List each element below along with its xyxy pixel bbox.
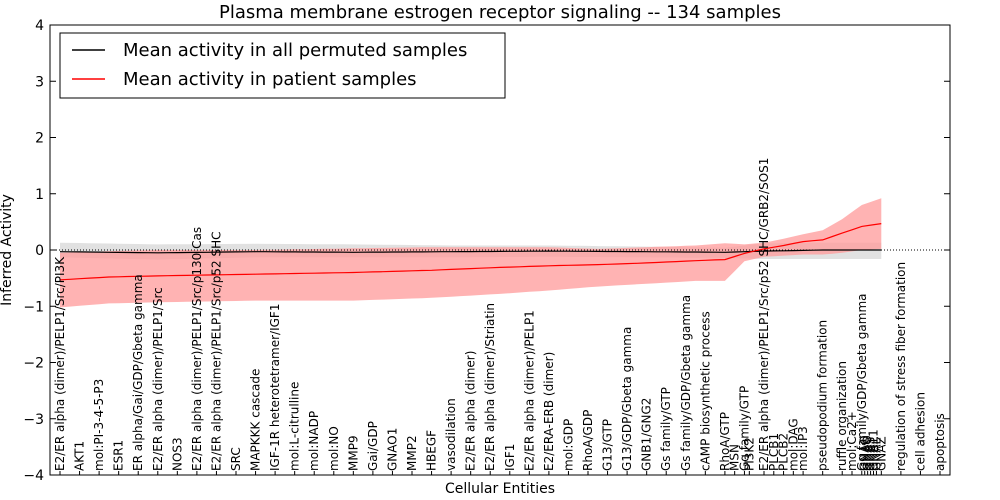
y-tick-label: 0 [35, 243, 44, 259]
category-label: Gs family/GDP/Gbeta gamma [679, 295, 693, 471]
category-label: Gs family/GTP [659, 387, 673, 471]
y-tick-label: 1 [35, 187, 44, 203]
category-label: NOS3 [170, 437, 184, 471]
category-label: MSN [728, 444, 742, 471]
chart-title: Plasma membrane estrogen receptor signal… [219, 2, 781, 23]
category-label: ruffle organization [835, 361, 849, 471]
category-label: IGF1 [503, 444, 517, 471]
y-tick-label: −1 [23, 299, 44, 315]
category-label: GNAL [869, 438, 883, 471]
category-label: regulation of stress fiber formation [894, 262, 908, 471]
category-label: G13/GTP [601, 419, 615, 471]
category-label: mol:NADP [307, 411, 321, 471]
plot-area: −4 −3 −2 −1 0 1 2 3 4 E2/ER alpha (dimer)/PELP1/S… [23, 18, 950, 484]
y-tick-label: −2 [23, 356, 44, 372]
permuted-mean-line [59, 249, 882, 254]
category-label: mol:IP3 [796, 426, 810, 471]
category-label: SRC [229, 447, 243, 471]
legend-entry-patient: Mean activity in patient samples [123, 69, 417, 90]
category-label: RhoA/GDP [581, 410, 595, 471]
y-axis-label: Inferred Activity [0, 194, 15, 306]
plot-frame [49, 24, 951, 476]
category-label: IGF-1R heterotetramer/IGF1 [268, 304, 282, 471]
category-label: Gq family/GDP/Gbeta gamma [855, 293, 869, 471]
category-label: RhoA/GTP [718, 412, 732, 471]
category-label: mol:NO [327, 426, 341, 471]
category-label: GNB1/GNG2 [640, 398, 654, 471]
category-label: cAMP biosynthetic process [698, 311, 712, 471]
legend-entry-permuted: Mean activity in all permuted samples [123, 40, 467, 61]
category-label: cell adhesion [913, 392, 927, 471]
category-label: G13/GDP/Gbeta gamma [620, 327, 634, 471]
patient-band [60, 198, 882, 308]
category-label: mol:PI-3-4-5-P3 [92, 379, 106, 471]
category-label: MAPKKK cascade [249, 369, 263, 471]
category-label: Gq family/GTP [737, 386, 751, 471]
category-label: GNA11 [867, 429, 881, 471]
category-label: GNAO [861, 435, 875, 471]
category-label: E2/ER alpha (dimer)/PELP1/Src/p52 SHC [209, 231, 223, 471]
category-label: mol:GDP [561, 419, 575, 471]
category-label: E2/ER alpha (dimer)/PELP1/Src/p52 SHC/GR… [757, 158, 771, 471]
category-label: GNAS [864, 437, 878, 471]
category-label: mol:DAG [786, 418, 800, 471]
category-label: GNAZ [874, 436, 888, 471]
category-label: vasodilation [444, 398, 458, 471]
legend-box [59, 32, 506, 99]
legend: Mean activity in all permuted samples Mea… [59, 32, 506, 99]
category-label: E2/ER alpha (dimer)/PELP1 [522, 310, 536, 471]
category-label: GNAO1 [385, 428, 399, 471]
category-label: PLCB2 [777, 433, 791, 471]
category-label: Gai/GDP [366, 421, 380, 471]
category-label: GNAQ [858, 435, 872, 471]
category-label: E2/ER alpha (dimer) [464, 351, 478, 471]
category-label: mol:Ca2+ [845, 411, 859, 471]
category-label: mol:L-citrulline [288, 382, 302, 471]
y-tick-label: 2 [35, 131, 44, 147]
y-tick-label: −3 [23, 412, 44, 428]
category-label: E2/ER alpha (dimer)/PELP1/Src/PI3K [53, 256, 67, 471]
category-label: E2/ERA-ERB (dimer) [542, 352, 556, 471]
category-label: AKT1 [73, 441, 87, 471]
category-label: E2/ER alpha (dimer)/PELP1/Src [151, 287, 165, 471]
category-label: PI3K2 [742, 437, 756, 471]
category-label: apoptosis [933, 413, 947, 471]
y-tick-label: 4 [35, 18, 44, 34]
category-label: PLCB1 [767, 433, 781, 471]
category-label: pseudopodium formation [816, 320, 830, 471]
y-tick-label: −4 [23, 468, 44, 484]
category-label: MMP9 [346, 435, 360, 471]
patient-mean-line [59, 223, 882, 281]
category-label: ER alpha/Gai/GDP/Gbeta gamma [131, 274, 145, 471]
category-label: ESR1 [112, 440, 126, 471]
x-axis-label: Cellular Entities [445, 481, 555, 497]
category-label: E2/ER alpha (dimer)/Striatin [483, 303, 497, 471]
category-label: MMP2 [405, 435, 419, 471]
y-tick-label: 3 [35, 74, 44, 90]
category-label: HBEGF [425, 430, 439, 471]
category-label: E2/ER alpha (dimer)/PELP1/Src/p130 Cas [190, 227, 204, 471]
